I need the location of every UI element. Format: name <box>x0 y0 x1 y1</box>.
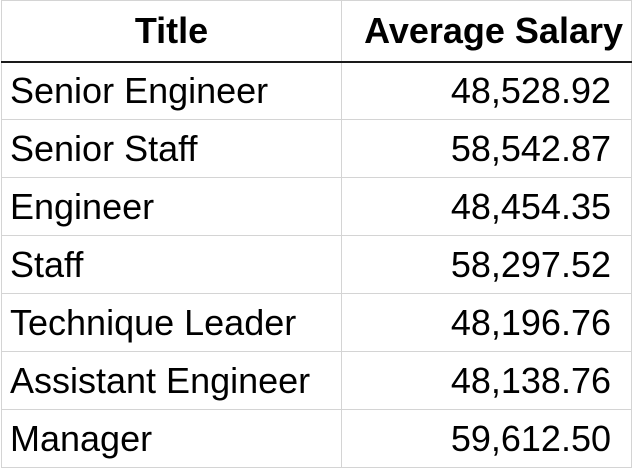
header-cell-title[interactable]: Title <box>1 0 342 63</box>
header-cell-average-salary[interactable]: Average Salary <box>341 0 632 63</box>
salary-cell[interactable]: 48,196.76 <box>341 293 632 352</box>
table-header: Title Average Salary <box>1 0 632 63</box>
title-cell[interactable]: Senior Engineer <box>1 61 342 120</box>
salary-cell[interactable]: 59,612.50 <box>341 409 632 468</box>
salary-cell[interactable]: 48,138.76 <box>341 351 632 410</box>
title-cell[interactable]: Manager <box>1 409 342 468</box>
table-body: Senior Engineer 48,528.92 Senior Staff 5… <box>1 61 632 468</box>
table-row: Engineer 48,454.35 <box>1 177 632 236</box>
table-row: Senior Staff 58,542.87 <box>1 119 632 178</box>
header-row: Title Average Salary <box>1 0 632 63</box>
salary-cell[interactable]: 58,542.87 <box>341 119 632 178</box>
salary-cell[interactable]: 58,297.52 <box>341 235 632 294</box>
title-cell[interactable]: Assistant Engineer <box>1 351 342 410</box>
title-cell[interactable]: Technique Leader <box>1 293 342 352</box>
table-row: Technique Leader 48,196.76 <box>1 293 632 352</box>
title-cell[interactable]: Engineer <box>1 177 342 236</box>
table-row: Assistant Engineer 48,138.76 <box>1 351 632 410</box>
table-row: Senior Engineer 48,528.92 <box>1 61 632 120</box>
table-row: Manager 59,612.50 <box>1 409 632 468</box>
table-row: Staff 58,297.52 <box>1 235 632 294</box>
salary-cell[interactable]: 48,454.35 <box>341 177 632 236</box>
salary-cell[interactable]: 48,528.92 <box>341 61 632 120</box>
title-cell[interactable]: Staff <box>1 235 342 294</box>
title-cell[interactable]: Senior Staff <box>1 119 342 178</box>
